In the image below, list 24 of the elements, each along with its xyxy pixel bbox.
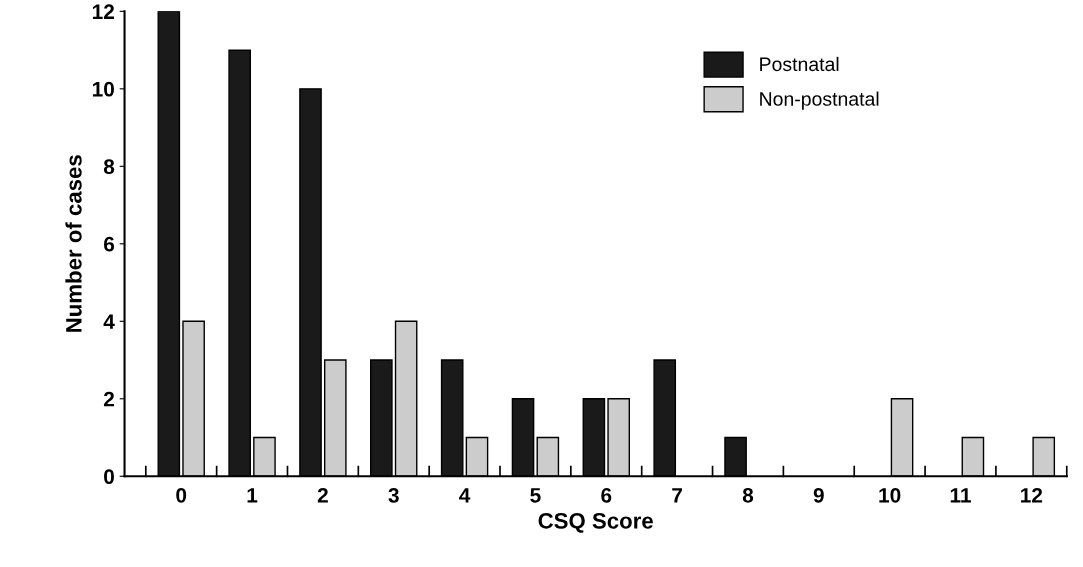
x-tick-label: 1 [247,488,258,503]
y-tick-label: 4 [103,314,115,329]
x-tick-label: 0 [176,487,187,503]
legend-label: Postnatal [760,56,839,72]
x-tick-label: 11 [950,488,971,503]
x-tick-label: 10 [879,487,901,503]
y-axis-title: Number of cases [65,155,82,332]
x-tick-label: 8 [742,487,754,503]
y-tick-label: 6 [104,236,115,252]
x-axis-title: CSQ Score [538,512,653,533]
y-tick-label: 12 [92,4,114,19]
x-tick-label: 9 [813,487,824,503]
x-tick-label: 4 [459,488,471,503]
y-tick-label: 0 [104,469,114,485]
x-tick-label: 2 [317,487,328,503]
y-tick-label: 8 [103,159,115,175]
y-tick-label: 10 [92,81,114,97]
legend-label: Non-postnatal [760,91,879,110]
x-tick-label: 5 [530,488,541,503]
x-tick-label: 3 [388,487,399,503]
x-tick-label: 12 [1021,487,1043,503]
y-tick-label: 2 [103,391,114,407]
x-tick-label: 7 [672,488,682,503]
x-tick-label: 6 [601,487,612,503]
